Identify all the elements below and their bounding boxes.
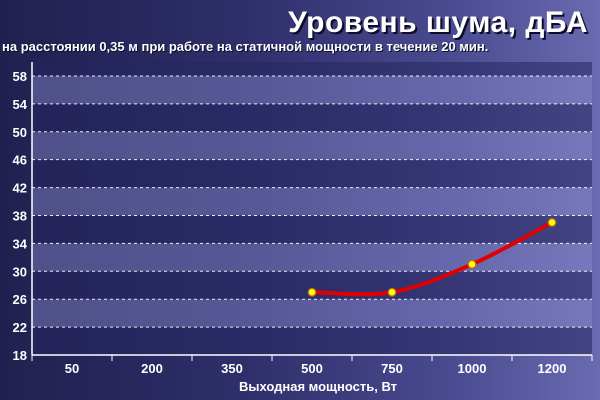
x-axis-label: Выходная мощность, Вт [239, 379, 397, 394]
y-tick-label: 42 [13, 181, 27, 196]
x-tick-label: 1000 [458, 361, 487, 376]
y-tick-label: 26 [13, 292, 27, 307]
grid-band [32, 62, 592, 76]
y-tick-label: 46 [13, 153, 27, 168]
grid-band [32, 327, 592, 355]
grid-band [32, 299, 592, 328]
x-tick-label: 350 [221, 361, 243, 376]
x-tick-label: 200 [141, 361, 163, 376]
grid-band [32, 187, 592, 216]
x-tick-label: 1200 [538, 361, 567, 376]
x-tick-label: 500 [301, 361, 323, 376]
chart-title: Уровень шума, дБА [288, 6, 588, 39]
grid-band [32, 103, 592, 132]
data-point [387, 287, 397, 297]
y-tick-labels: 18 22 26 30 34 38 42 46 50 54 58 [13, 69, 28, 363]
data-point [467, 259, 477, 269]
x-tick-labels: 50 200 350 500 750 1000 1200 [65, 361, 567, 376]
grid-band [32, 243, 592, 272]
y-tick-label: 50 [13, 125, 27, 140]
x-tick-label: 750 [381, 361, 403, 376]
y-tick-label: 38 [13, 208, 27, 223]
series-line [310, 220, 554, 297]
y-tick-label: 34 [13, 236, 28, 251]
y-tick-label: 18 [13, 348, 27, 363]
grid-band [32, 159, 592, 188]
y-tick-label: 22 [13, 320, 27, 335]
grid-band [32, 215, 592, 244]
y-tick-label: 30 [13, 264, 27, 279]
x-tick-label: 50 [65, 361, 79, 376]
y-tick-label: 54 [13, 97, 28, 112]
grid-band [32, 131, 592, 160]
chart-subtitle: на расстоянии 0,35 м при работе на стати… [2, 39, 489, 54]
data-point [547, 218, 557, 227]
grid-band [32, 75, 592, 104]
axes [31, 62, 593, 361]
series-markers [307, 218, 557, 297]
data-point [307, 287, 317, 297]
grid-bands [32, 62, 592, 355]
y-tick-label: 58 [13, 69, 27, 84]
